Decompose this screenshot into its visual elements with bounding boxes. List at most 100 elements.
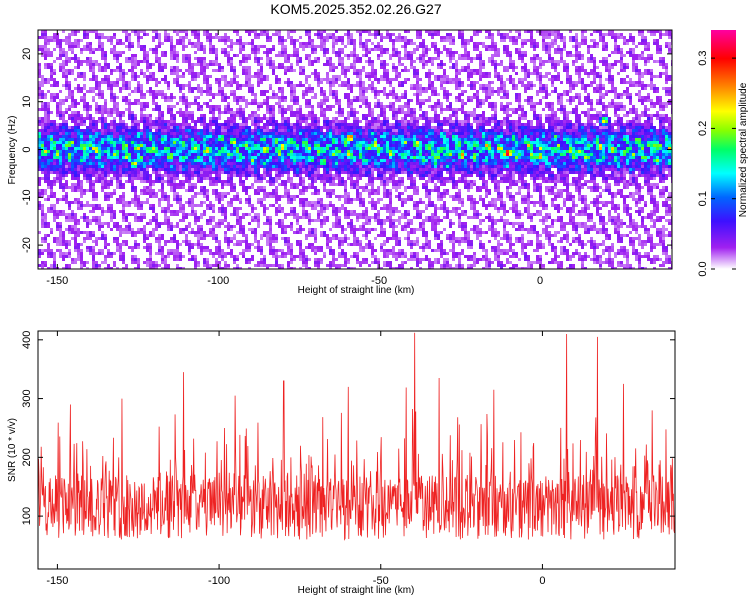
heatmap-cell xyxy=(371,81,374,84)
heatmap-cell xyxy=(101,66,104,69)
heatmap-cell xyxy=(95,81,98,84)
heatmap-cell xyxy=(545,102,548,105)
heatmap-cell xyxy=(335,123,338,126)
heatmap-cell xyxy=(629,138,632,141)
heatmap-cell xyxy=(461,54,464,57)
heatmap-cell xyxy=(404,141,407,144)
heatmap-cell xyxy=(365,30,368,33)
heatmap-cell xyxy=(239,39,242,42)
heatmap-cell xyxy=(548,30,551,33)
heatmap-cell xyxy=(218,36,221,39)
heatmap-cell xyxy=(530,120,533,123)
heatmap-cell xyxy=(323,36,326,39)
heatmap-cell xyxy=(140,105,143,108)
heatmap-cell xyxy=(74,111,77,114)
heatmap-cell xyxy=(65,123,68,126)
heatmap-cell xyxy=(599,96,602,99)
heatmap-cell xyxy=(398,33,401,36)
heatmap-cell xyxy=(551,111,554,114)
heatmap-cell xyxy=(308,84,311,87)
heatmap-cell xyxy=(374,123,377,126)
heatmap-cell xyxy=(257,102,260,105)
heatmap-cell xyxy=(452,39,455,42)
heatmap-cell xyxy=(74,141,77,144)
heatmap-cell xyxy=(137,129,140,132)
heatmap-cell xyxy=(341,138,344,141)
heatmap-cell xyxy=(251,45,254,48)
heatmap-cell xyxy=(104,102,107,105)
heatmap-cell xyxy=(401,57,404,60)
heatmap-cell xyxy=(440,66,443,69)
heatmap-cell xyxy=(422,114,425,117)
heatmap-cell xyxy=(80,63,83,66)
heatmap-cell xyxy=(416,84,419,87)
heatmap-cell xyxy=(452,114,455,117)
heatmap-cell xyxy=(650,99,653,102)
heatmap-cell xyxy=(128,138,131,141)
heatmap-cell xyxy=(446,54,449,57)
heatmap-cell xyxy=(56,105,59,108)
heatmap-cell xyxy=(644,45,647,48)
heatmap-cell xyxy=(167,33,170,36)
heatmap-cell xyxy=(206,84,209,87)
heatmap-cell xyxy=(335,96,338,99)
heatmap-cell xyxy=(188,90,191,93)
heatmap-cell xyxy=(641,138,644,141)
heatmap-cell xyxy=(176,102,179,105)
heatmap-cell xyxy=(254,57,257,60)
heatmap-cell xyxy=(308,123,311,126)
heatmap-cell xyxy=(176,75,179,78)
heatmap-cell xyxy=(176,51,179,54)
heatmap-cell xyxy=(113,81,116,84)
heatmap-cell xyxy=(416,93,419,96)
heatmap-cell xyxy=(113,120,116,123)
heatmap-cell xyxy=(215,108,218,111)
heatmap-cell xyxy=(539,132,542,135)
heatmap-cell xyxy=(308,36,311,39)
heatmap-cell xyxy=(410,39,413,42)
heatmap-cell xyxy=(95,129,98,132)
heatmap-cell xyxy=(590,99,593,102)
heatmap-cell xyxy=(548,57,551,60)
heatmap-cell xyxy=(656,75,659,78)
heatmap-cell xyxy=(62,114,65,117)
heatmap-cell xyxy=(158,129,161,132)
heatmap-cell xyxy=(641,39,644,42)
heatmap-cell xyxy=(155,30,158,33)
heatmap-cell xyxy=(302,129,305,132)
heatmap-cell xyxy=(506,126,509,129)
heatmap-cell xyxy=(203,129,206,132)
heatmap-cell xyxy=(485,123,488,126)
heatmap-cell xyxy=(113,126,116,129)
heatmap-cell xyxy=(617,126,620,129)
heatmap-cell xyxy=(218,105,221,108)
heatmap-cell xyxy=(539,66,542,69)
heatmap-cell xyxy=(572,111,575,114)
heatmap-cell xyxy=(308,129,311,132)
heatmap-cell xyxy=(200,72,203,75)
heatmap-cell xyxy=(659,30,662,33)
heatmap-cell xyxy=(86,135,89,138)
heatmap-cell xyxy=(350,39,353,42)
heatmap-cell xyxy=(44,48,47,51)
heatmap-cell xyxy=(206,30,209,33)
heatmap-cell xyxy=(182,48,185,51)
heatmap-cell xyxy=(380,48,383,51)
heatmap-cell xyxy=(53,138,56,141)
heatmap-cell xyxy=(482,102,485,105)
heatmap-cell xyxy=(227,123,230,126)
heatmap-cell xyxy=(428,129,431,132)
heatmap-cell xyxy=(281,114,284,117)
heatmap-cell xyxy=(347,129,350,132)
heatmap-cell xyxy=(212,105,215,108)
heatmap-cell xyxy=(431,108,434,111)
heatmap-cell xyxy=(434,93,437,96)
heatmap-cell xyxy=(137,99,140,102)
heatmap-cell xyxy=(623,39,626,42)
heatmap-cell xyxy=(470,36,473,39)
heatmap-cell xyxy=(419,138,422,141)
heatmap-cell xyxy=(161,135,164,138)
heatmap-cell xyxy=(77,141,80,144)
heatmap-cell xyxy=(293,132,296,135)
heatmap-cell xyxy=(182,84,185,87)
